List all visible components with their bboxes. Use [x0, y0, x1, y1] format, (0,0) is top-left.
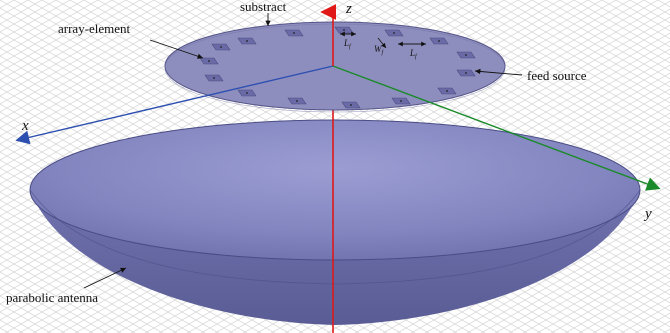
x-axis-line [15, 65, 334, 145]
parabolic-antenna-leader [83, 267, 127, 289]
y-axis-label: y [643, 206, 652, 222]
dimension-lf-left: Lf [343, 38, 352, 50]
array-element-label: array-element [58, 21, 131, 36]
x-axis-label: x [21, 118, 29, 134]
dimension-wf: Wf [374, 44, 385, 56]
y-axis-line [332, 65, 661, 191]
feed-source-label: feed source [527, 68, 587, 83]
z-axis-label: z [345, 1, 352, 17]
dimension-lf-right: Lf [409, 48, 418, 60]
parabolic-antenna-label: parabolic antenna [6, 290, 98, 305]
parabolic-dish [29, 119, 641, 325]
array-element-leader [149, 39, 204, 59]
array-elements [199, 26, 476, 109]
substrate-label: substract [240, 0, 287, 14]
dimension-marks [340, 31, 426, 49]
feed-source-leader [474, 68, 523, 76]
